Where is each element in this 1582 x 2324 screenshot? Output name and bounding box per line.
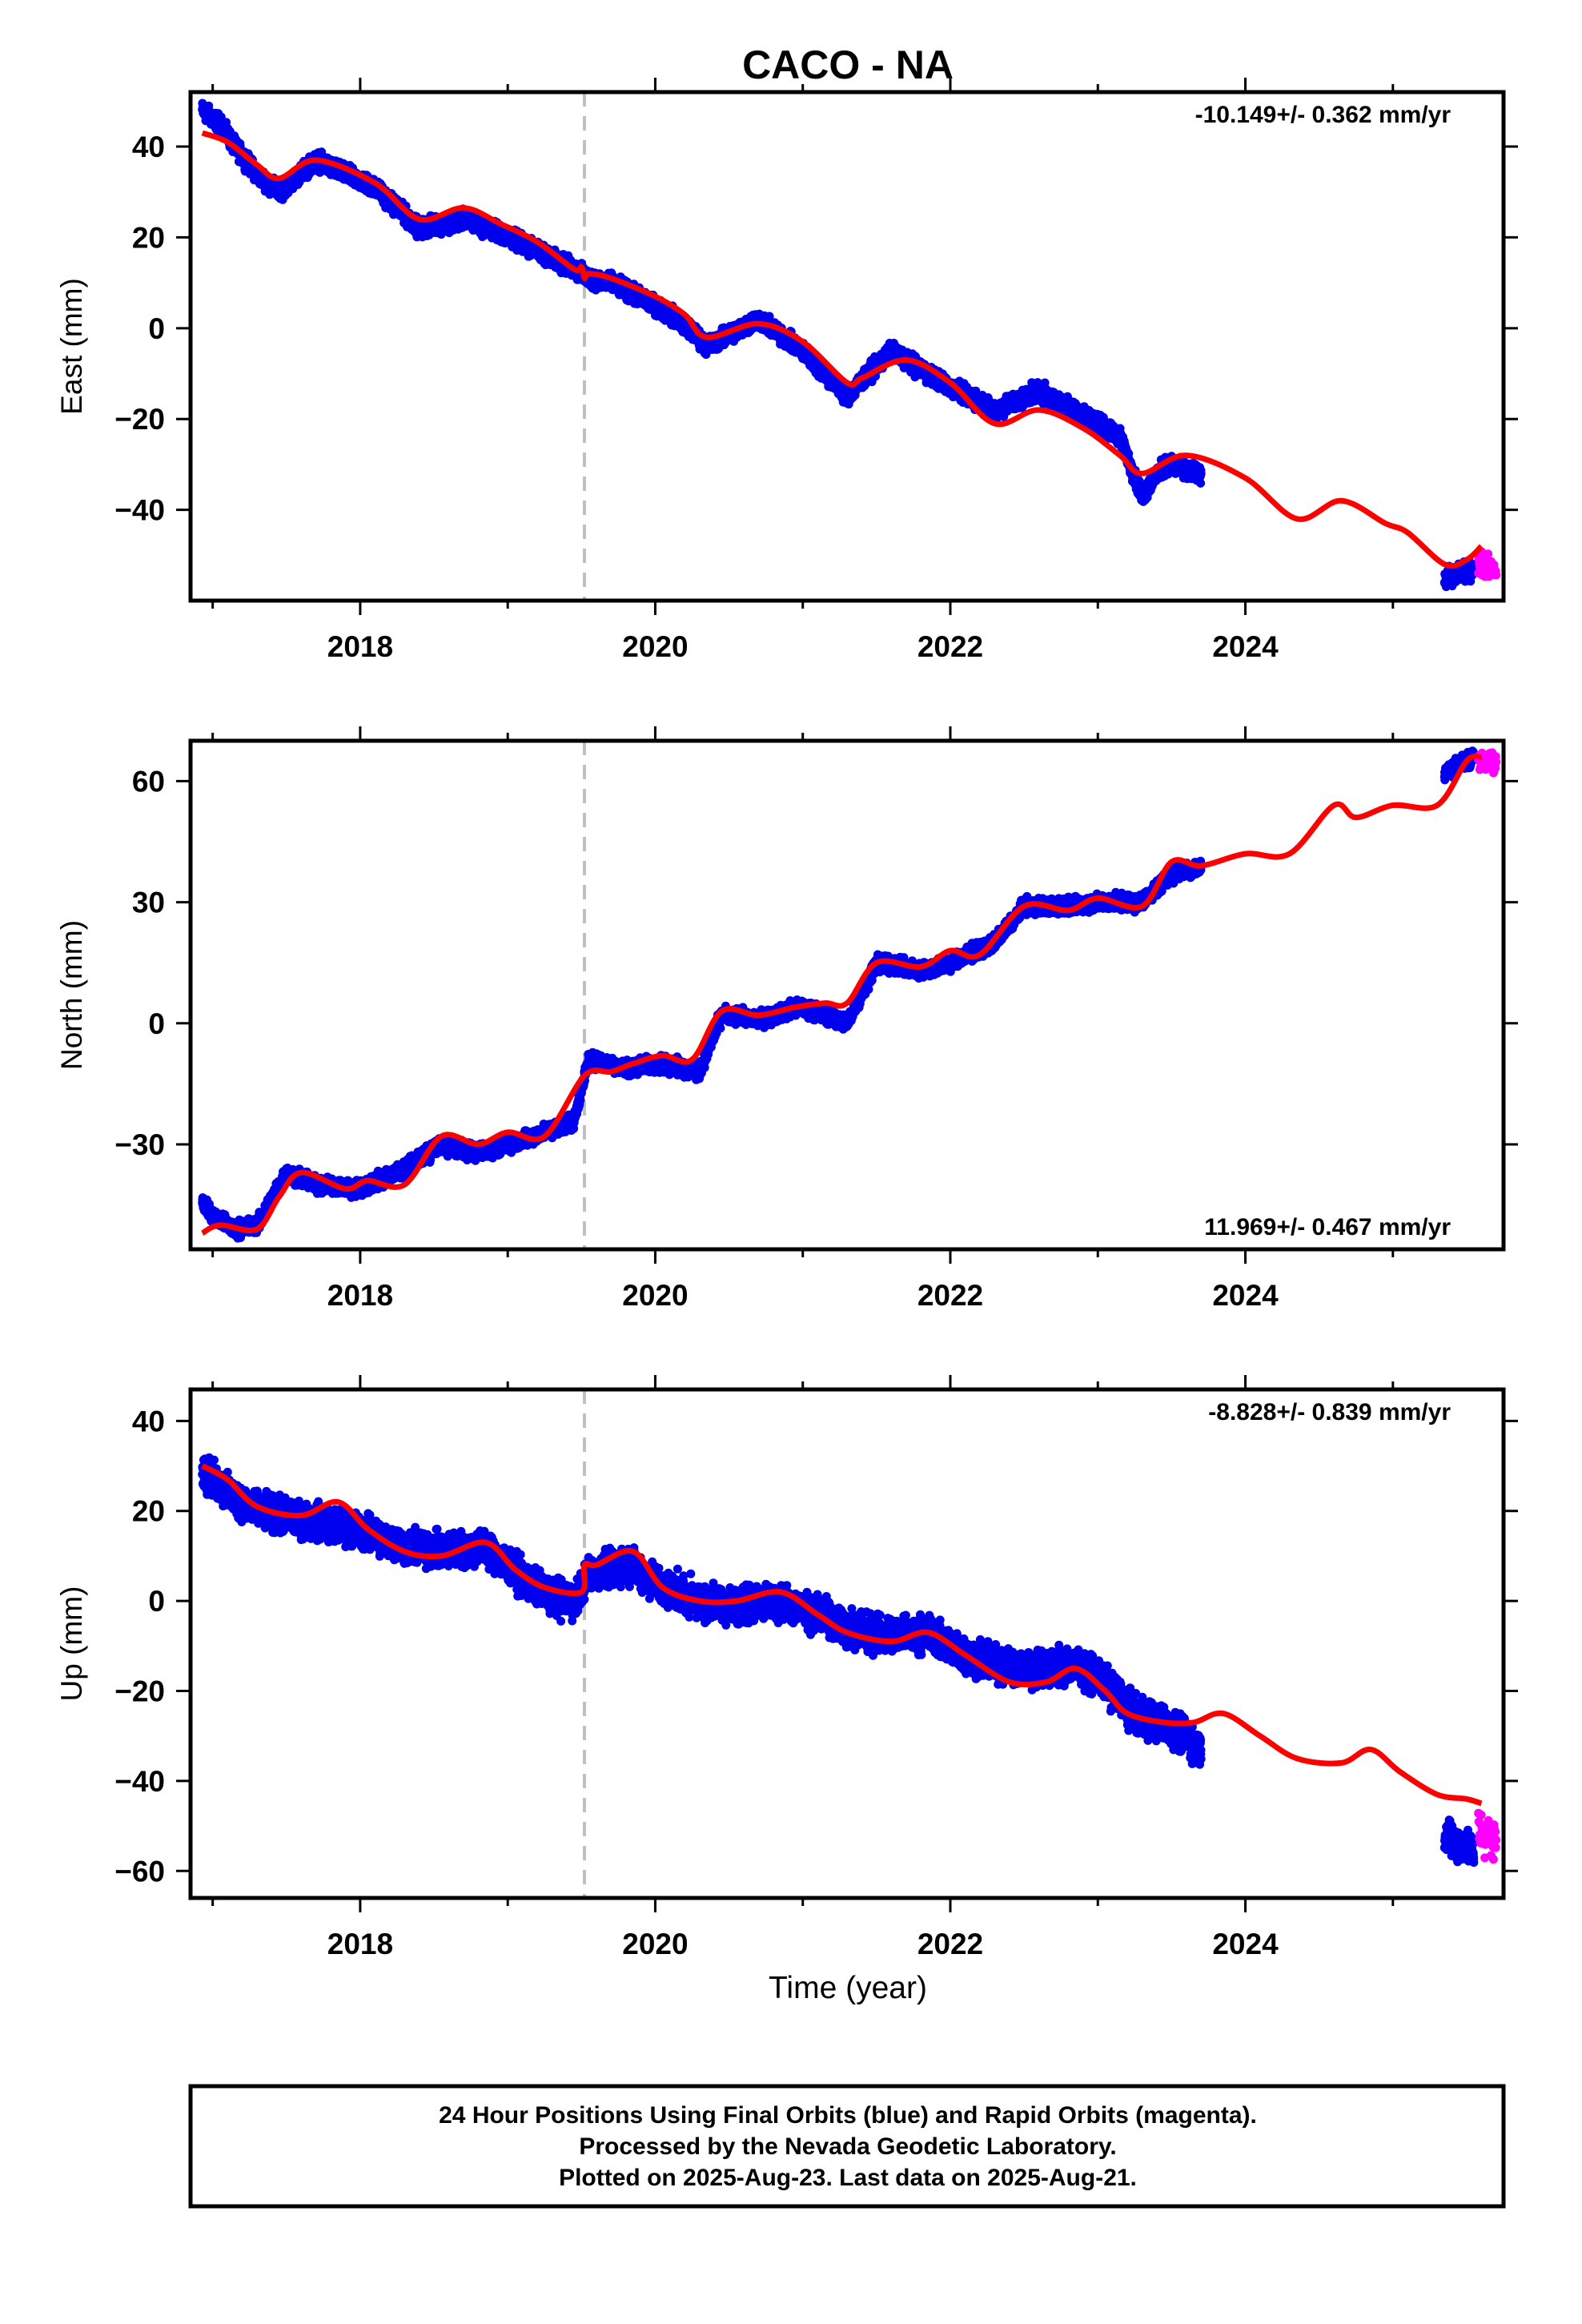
chart-title: CACO - NA [742, 42, 954, 87]
